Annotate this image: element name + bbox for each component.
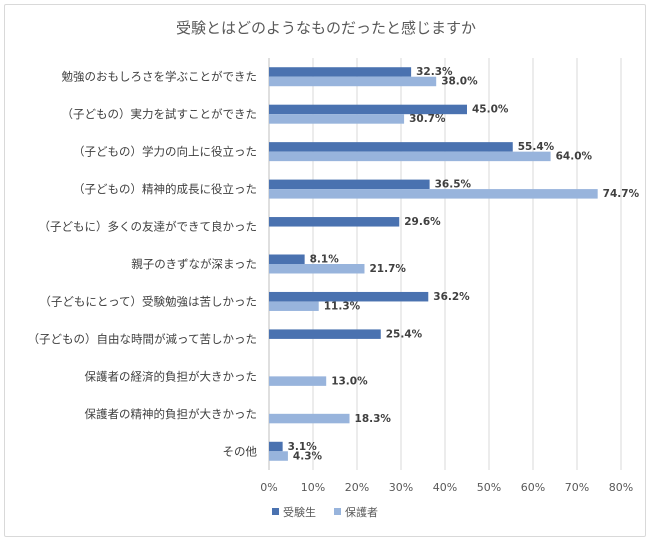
data-label: 45.0% xyxy=(472,104,509,116)
category-label: （子どもに）多くの友達ができて良かった xyxy=(39,220,258,234)
category-label: 親子のきずなが深まった xyxy=(131,257,257,271)
data-label: 8.1% xyxy=(310,254,340,266)
data-label: 18.3% xyxy=(355,413,392,425)
x-tick-label: 20% xyxy=(345,481,369,494)
data-label: 30.7% xyxy=(409,113,446,125)
data-label: 32.3% xyxy=(416,66,453,78)
bar-student xyxy=(269,254,305,264)
category-label: 保護者の経済的負担が大きかった xyxy=(85,369,258,383)
data-label: 29.6% xyxy=(404,216,441,228)
data-label: 38.0% xyxy=(441,76,478,88)
data-label: 64.0% xyxy=(556,151,593,163)
bar-parent xyxy=(269,189,598,199)
bar-student xyxy=(269,291,429,302)
bar-student xyxy=(269,104,467,115)
x-tick-label: 70% xyxy=(565,481,589,494)
data-label: 11.3% xyxy=(324,300,361,312)
category-labels: 勉強のおもしろさを学ぶことができた （子どもの）実力を試すことができた （子どもの）… xyxy=(28,70,258,459)
x-tick-labels: 0% 10% 20% 30% 40% 50% 60% 70% 80% xyxy=(260,481,633,494)
legend: 受験生 保護者 xyxy=(272,505,378,519)
legend-label: 受験生 xyxy=(283,505,316,519)
data-label: 55.4% xyxy=(518,141,555,153)
chart-title: 受験とはどのようなものだったと感じますか xyxy=(176,19,476,37)
legend-swatch xyxy=(334,508,341,515)
x-tick-label: 10% xyxy=(301,481,325,494)
x-tick-label: 80% xyxy=(609,481,633,494)
bar-student xyxy=(269,67,412,77)
category-label: （子どもの）自由な時間が減って苦しかった xyxy=(28,332,257,346)
data-label: 36.2% xyxy=(433,291,470,303)
legend-swatch xyxy=(272,508,279,515)
bar-student xyxy=(269,179,430,190)
x-tick-label: 0% xyxy=(260,481,277,494)
data-label: 13.0% xyxy=(331,375,368,387)
data-label: 25.4% xyxy=(386,328,423,340)
category-label: （子どもの）実力を試すことができた xyxy=(62,107,258,121)
bar-parent xyxy=(269,451,288,461)
data-label: 74.7% xyxy=(603,188,640,200)
category-label: （子どもの）精神的成長に役立った xyxy=(73,182,257,196)
bar-parent xyxy=(269,264,365,274)
legend-label: 保護者 xyxy=(345,505,378,519)
data-label: 3.1% xyxy=(288,441,318,453)
bar-parent xyxy=(269,114,405,124)
category-label: 勉強のおもしろさを学ぶことができた xyxy=(62,70,258,84)
category-label: （子どもの）学力の向上に役立った xyxy=(73,145,257,159)
bar-student xyxy=(269,217,400,227)
x-tick-label: 50% xyxy=(477,481,501,494)
data-label: 36.5% xyxy=(435,179,472,191)
x-tick-label: 60% xyxy=(521,481,545,494)
bar-parent xyxy=(269,76,437,87)
bar-student xyxy=(269,441,283,452)
x-tick-label: 40% xyxy=(433,481,457,494)
bars: 32.3% 45.0% 55.4% 36.5% 29.6% 8.1% 36.2% 25.4% 3… xyxy=(269,66,640,462)
category-label: （子どもにとって）受験勉強は苦しかった xyxy=(39,294,257,308)
bar-parent xyxy=(269,413,350,424)
bar-parent xyxy=(269,301,319,311)
data-label: 4.3% xyxy=(293,450,323,462)
category-label: 保護者の精神的負担が大きかった xyxy=(85,407,258,421)
bar-parent xyxy=(269,376,327,386)
data-label: 21.7% xyxy=(369,263,406,275)
category-label: その他 xyxy=(223,444,258,458)
bar-parent xyxy=(269,151,551,162)
x-tick-label: 30% xyxy=(389,481,413,494)
bar-student xyxy=(269,142,513,152)
bar-student xyxy=(269,329,381,339)
